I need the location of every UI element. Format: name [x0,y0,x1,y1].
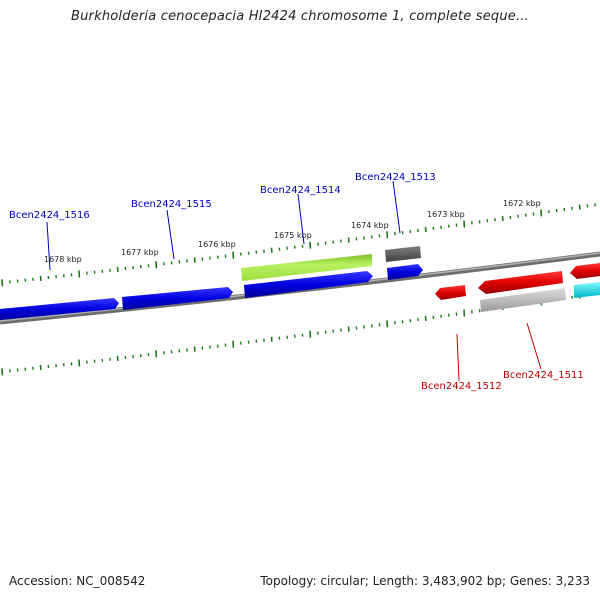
leader-line-1514 [297,193,305,245]
tick-label-1677: 1677 kbp [121,248,159,257]
leader-line-1516 [46,221,51,271]
gene-bcen2424-1513-cds[interactable] [387,264,423,280]
gene-label-1515[interactable]: Bcen2424_1515 [131,199,212,210]
gene-red-offscreen[interactable] [570,263,600,279]
gene-bcen2424-1513-feature[interactable] [385,246,421,262]
gene-label-1512[interactable]: Bcen2424_1512 [421,381,502,392]
accession-text: Accession: NC_008542 [9,574,146,588]
tick-label-1678: 1678 kbp [44,255,82,264]
cyan-feature[interactable] [574,282,600,298]
gene-bcen2424-1514-feature[interactable] [241,254,372,281]
gene-bcen2424-1514-cds[interactable] [244,271,373,298]
map-title: Burkholderia cenocepacia HI2424 chromoso… [71,9,529,24]
leader-line-1511 [526,322,542,370]
leader-line-1515 [166,209,175,260]
gene-bcen2424-1511-feature[interactable] [480,288,566,312]
gene-bcen2424-1516[interactable] [0,298,119,320]
tick-label-1676: 1676 kbp [198,240,236,249]
gene-label-1511[interactable]: Bcen2424_1511 [503,370,584,381]
gene-label-1514[interactable]: Bcen2424_1514 [260,185,341,196]
leader-line-1513 [392,180,401,234]
tick-label-1674: 1674 kbp [351,221,389,230]
gene-bcen2424-1512[interactable] [435,285,466,300]
tick-label-1675: 1675 kbp [274,231,312,240]
gene-label-1516[interactable]: Bcen2424_1516 [9,210,90,221]
tick-label-1672: 1672 kbp [503,199,541,208]
gene-bcen2424-1515[interactable] [122,287,233,310]
leader-line-1512 [456,333,460,382]
gene-bcen2424-1511-cds[interactable] [478,271,563,294]
outer-tick-ring [1,203,596,287]
topology-summary: Topology: circular; Length: 3,483,902 bp… [260,574,590,588]
gene-label-1513[interactable]: Bcen2424_1513 [355,172,436,183]
tick-label-1673: 1673 kbp [427,210,465,219]
